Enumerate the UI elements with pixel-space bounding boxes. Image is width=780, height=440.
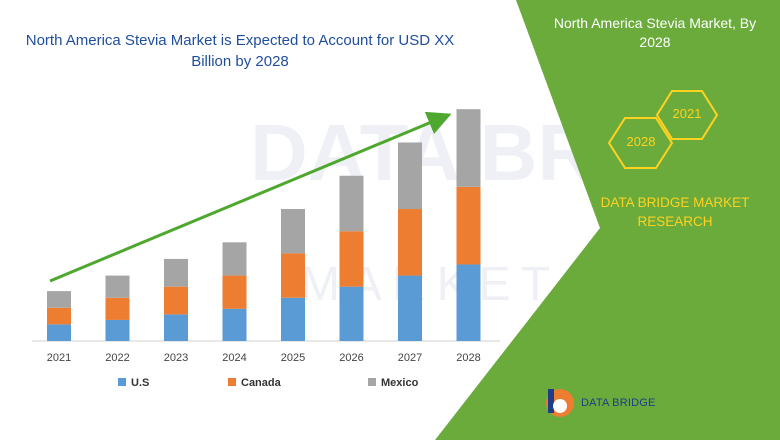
legend-label: Canada <box>241 377 281 389</box>
bar-canada-2028 <box>456 186 481 265</box>
hexagon-left <box>607 117 674 169</box>
bar-us-2027 <box>398 275 422 341</box>
legend-swatch <box>118 378 126 386</box>
x-tick-label-2022: 2022 <box>105 352 130 364</box>
logo-mark <box>546 389 574 417</box>
bar-us-2026 <box>339 286 364 341</box>
panel-title: North America Stevia Market, By 2028 <box>553 15 757 50</box>
bar-mexico-2021 <box>47 291 71 308</box>
x-tick-label-2025: 2025 <box>280 352 306 364</box>
bar-canada-2022 <box>105 297 130 320</box>
x-tick-label-2028: 2028 <box>456 352 481 364</box>
bar-mexico-2022 <box>105 275 130 298</box>
bar-mexico-2027 <box>398 142 422 210</box>
bar-us-2021 <box>47 324 71 341</box>
trend-arrow <box>49 111 452 283</box>
legend-item-canada: Canada <box>228 377 281 389</box>
bar-us-2025 <box>281 297 305 341</box>
x-tick-label-2027: 2027 <box>397 352 423 364</box>
hex-label-2021: 2021 <box>672 106 702 121</box>
legend-swatch <box>228 378 236 386</box>
green-panel <box>435 0 780 440</box>
legend-item-mexico: Mexico <box>368 377 418 389</box>
hexagon-right <box>655 90 719 140</box>
bar-canada-2024 <box>222 275 247 309</box>
bar-mexico-2024 <box>222 242 247 276</box>
x-tick-label-2023: 2023 <box>163 352 189 364</box>
bar-canada-2023 <box>164 286 188 315</box>
bar-canada-2026 <box>339 231 364 287</box>
legend-item-us: U.S <box>118 377 149 389</box>
hex-label-2028: 2028 <box>626 134 656 149</box>
x-tick-label-2024: 2024 <box>222 352 247 364</box>
bar-us-2028 <box>456 264 481 341</box>
chart-title: North America Stevia Market is Expected … <box>25 32 455 70</box>
x-tick-label-2021: 2021 <box>46 352 72 364</box>
brand-text: DATA BRIDGE MARKET RESEARCH <box>600 195 750 229</box>
bar-mexico-2026 <box>339 175 364 232</box>
bar-mexico-2023 <box>164 258 188 287</box>
bar-us-2024 <box>222 308 247 341</box>
bar-canada-2025 <box>281 253 305 298</box>
bar-canada-2021 <box>47 307 71 325</box>
bars-group <box>47 109 481 341</box>
legend-label: U.S <box>131 377 150 389</box>
bar-us-2022 <box>105 319 130 341</box>
logo-text: DATA BRIDGE <box>581 397 656 409</box>
x-tick-label-2026: 2026 <box>339 352 364 364</box>
legend-swatch <box>368 378 376 386</box>
bar-mexico-2028 <box>456 109 481 187</box>
bar-mexico-2025 <box>281 209 305 254</box>
legend-label: Mexico <box>381 377 419 389</box>
bar-us-2023 <box>164 314 188 341</box>
bar-canada-2027 <box>398 209 422 276</box>
